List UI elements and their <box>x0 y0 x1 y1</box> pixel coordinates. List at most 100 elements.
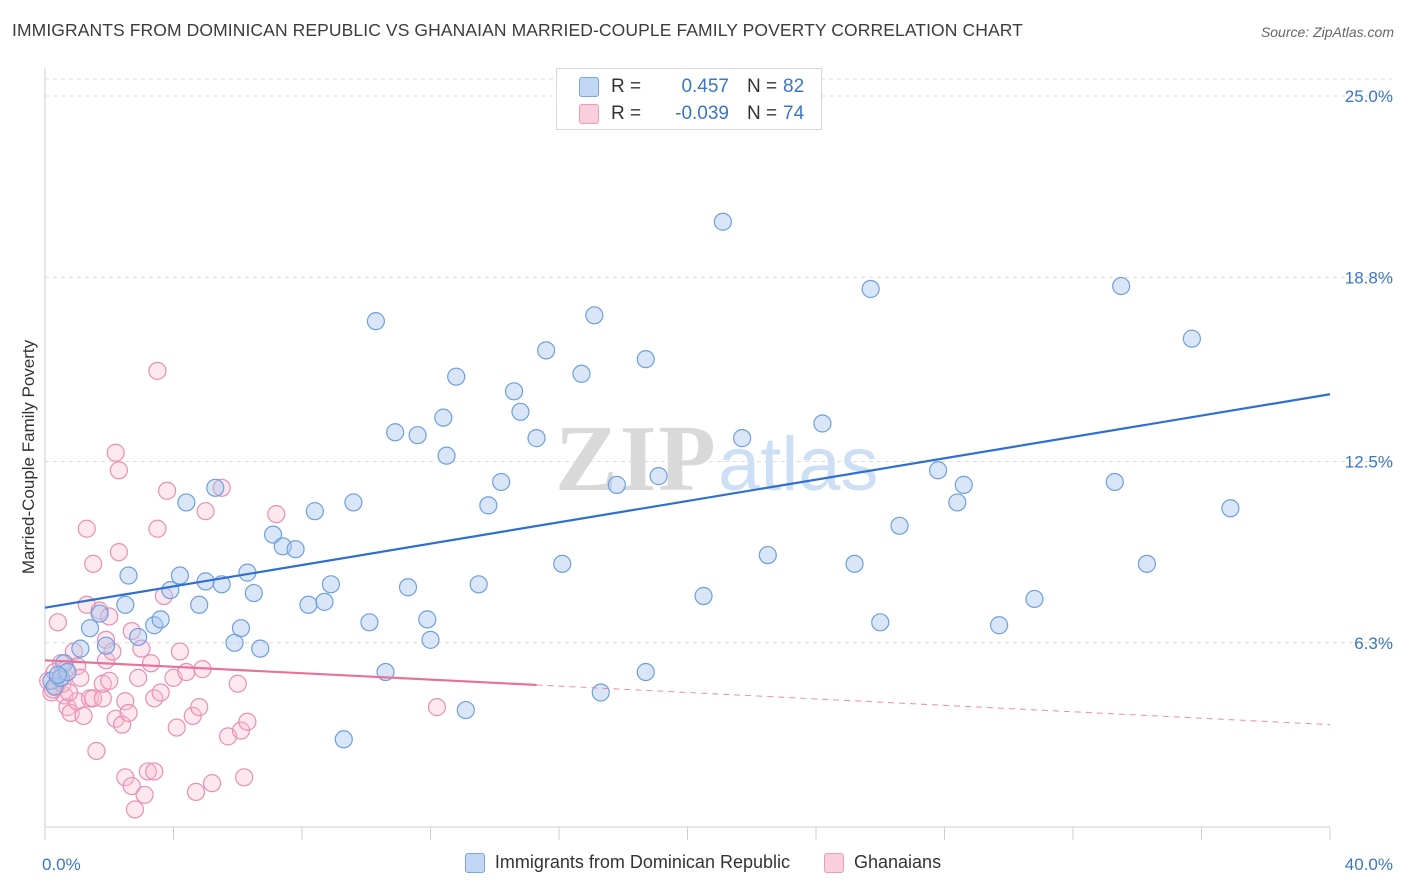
legend-item-ghanaians: Ghanaians <box>824 852 941 873</box>
dominican-point <box>479 496 498 515</box>
dominican-point <box>1112 276 1131 296</box>
dominican-point <box>607 475 626 494</box>
dominican-point <box>713 212 732 231</box>
r-value: -0.039 <box>675 103 729 124</box>
dominican-point <box>1105 472 1124 492</box>
dominican-point <box>231 619 251 638</box>
ghanaian-point <box>228 674 247 693</box>
dominican-point <box>206 478 225 497</box>
y-axis-label: Married-Couple Family Poverty <box>19 339 38 574</box>
ghanaian-point <box>106 443 125 462</box>
dominican-point <box>119 566 138 585</box>
dominican-point <box>48 665 67 685</box>
ghanaian-point <box>116 692 135 711</box>
stats-row-ghanaians: R = -0.039 N = 74 <box>579 100 804 128</box>
dominican-point <box>845 554 864 573</box>
dominican-point <box>321 575 341 594</box>
ghanaian-point <box>157 481 177 500</box>
dominican-point <box>636 350 655 369</box>
dominican-point <box>1182 329 1201 348</box>
y-tick-label: 18.8% <box>1345 268 1393 287</box>
dominican-point <box>190 595 209 614</box>
stats-swatch-dominican <box>579 77 599 97</box>
dominican-points <box>42 212 1240 749</box>
dominican-point <box>890 516 909 535</box>
ghanaian-point <box>58 698 77 717</box>
dominican-point <box>758 545 777 565</box>
dominican-point <box>871 613 890 632</box>
dominican-point <box>151 610 170 629</box>
r-label: R = <box>611 76 642 97</box>
chart-legend: Immigrants from Dominican Republic Ghana… <box>0 852 1406 873</box>
ghanaian-point <box>267 505 286 524</box>
dominican-point <box>636 662 655 682</box>
ghanaian-point <box>48 613 67 632</box>
dominican-point <box>447 367 466 386</box>
ghanaian-point <box>235 768 254 787</box>
dominican-point <box>129 627 148 647</box>
dominican-point <box>434 408 453 427</box>
ghanaian-point <box>145 762 164 781</box>
dominican-point <box>649 467 668 486</box>
ghanaian-point <box>122 776 141 796</box>
dominican-point <box>116 595 135 614</box>
legend-swatch-dominican <box>464 852 485 873</box>
ghanaian-point <box>186 782 206 802</box>
dominican-point <box>334 730 353 749</box>
n-value: 82 <box>783 76 805 97</box>
dominican-point <box>1137 554 1156 573</box>
ghanaian-point <box>125 800 145 819</box>
ghanaian-point <box>109 543 128 562</box>
y-tick-label: 6.3% <box>1354 634 1393 653</box>
zipatlas-watermark: ZIP atlas <box>555 407 879 511</box>
r-label: R = <box>611 103 642 124</box>
ghanaian-point <box>87 741 106 761</box>
dominican-point <box>90 604 109 623</box>
dominican-point <box>1025 589 1044 609</box>
x-tick-label-min: 0.0% <box>42 855 81 874</box>
dominican-point <box>305 502 324 521</box>
dominican-point <box>694 586 713 606</box>
ghanaian-point <box>141 654 161 673</box>
dominican-point <box>263 525 283 544</box>
ghanaian-point <box>196 502 215 521</box>
dominican-point <box>990 616 1009 635</box>
ghanaian-point <box>119 703 138 723</box>
dominican-point <box>437 446 456 465</box>
dominican-point <box>244 583 263 603</box>
dominican-point <box>177 493 196 512</box>
legend-swatch-ghanaians <box>824 852 844 873</box>
ghanaian-point <box>202 774 222 793</box>
legend-label-ghanaians: Ghanaians <box>854 852 942 872</box>
trend-lines <box>44 393 1331 726</box>
dominican-point <box>1221 499 1240 518</box>
ghanaian-point <box>190 698 209 717</box>
dominican-point <box>161 581 180 600</box>
ghanaians-points <box>39 361 447 819</box>
correlation-stats-box: R = 0.457 N = 82 R = -0.039 N = 74 <box>556 68 822 130</box>
ghanaian-point <box>151 683 170 702</box>
dominican-point <box>537 341 556 360</box>
ghanaian-point <box>167 718 186 737</box>
n-label: N = <box>747 76 778 97</box>
ghanaian-point <box>112 715 132 734</box>
dominican-point <box>948 493 967 512</box>
y-tick-label: 25.0% <box>1345 87 1393 106</box>
ghanaian-point <box>132 639 151 658</box>
chart-title: IMMIGRANTS FROM DOMINICAN REPUBLIC VS GH… <box>12 20 1023 40</box>
dominican-point <box>80 619 100 638</box>
ghanaian-point <box>84 554 103 573</box>
dominican-point <box>572 364 591 383</box>
gridlines <box>45 78 1392 644</box>
dominican-point <box>469 575 488 594</box>
dominican-point <box>344 493 363 512</box>
stats-swatch-ghanaians <box>579 104 599 124</box>
ghanaian-point <box>148 361 167 380</box>
dominican-point <box>96 636 116 655</box>
ghanaian-point <box>84 689 103 708</box>
dominican-point <box>71 639 90 658</box>
ghanaian-point <box>129 668 148 687</box>
dominican-point <box>733 429 752 448</box>
ghanaian-trend-extension <box>536 684 1331 726</box>
ghanaian-point <box>212 478 231 497</box>
